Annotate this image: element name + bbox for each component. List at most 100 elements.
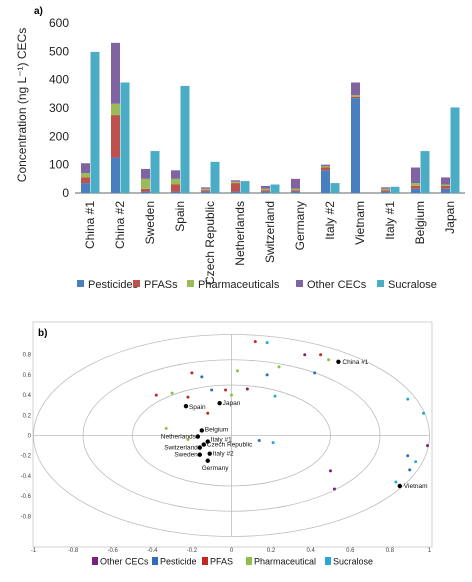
scatter-x-tick-label: -0.8: [68, 548, 79, 554]
bar-sucralose-netherlands: [240, 181, 250, 193]
scatter-y-tick-label: 0.2: [23, 413, 32, 419]
bar-pesticides-vietnam: [351, 98, 360, 193]
scatter-legend-swatch-pharmaceutical: [246, 557, 252, 565]
scatter-x-tick-label: -0.6: [108, 548, 119, 554]
variable-point-pharmaceutical: [235, 369, 239, 373]
variable-point-pesticide: [200, 375, 204, 379]
bar-pharmaceuticals-china-1: [81, 173, 90, 178]
scatter-x-tick-label: 0: [230, 548, 234, 554]
bar-pesticides-switzerland: [261, 191, 270, 193]
variable-point-sucralose: [271, 441, 275, 445]
variable-point-pfas: [253, 340, 257, 344]
scatter-x-tick-label: -0.2: [187, 548, 198, 554]
country-label-sweden: Sweden: [174, 452, 198, 459]
bar-pharmaceuticals-switzerland: [261, 188, 270, 191]
scatter-legend-label-other-cecs: Other CECs: [100, 557, 149, 567]
bar-x-tick-label-switzerland: Switzerland: [263, 201, 277, 263]
variable-point-pesticide: [265, 373, 269, 377]
country-label-china-1: China #1: [342, 359, 368, 366]
variable-point-pfas: [206, 411, 210, 415]
country-point-netherlands: [195, 434, 201, 439]
bar-x-tick-label-czech-republic: Czech Republic: [203, 201, 217, 285]
bar-pesticides-china-1: [81, 183, 90, 193]
legend-label-other-cecs: Other CECs: [307, 279, 367, 291]
variable-point-pfas: [224, 388, 228, 392]
bar-pfass-germany: [291, 190, 300, 192]
legend-swatch-other-cecs: [296, 280, 303, 287]
bar-pesticides-japan: [441, 188, 450, 193]
bar-pharmaceuticals-italy-2: [321, 166, 330, 168]
legend-label-pharmaceuticals: Pharmaceuticals: [198, 279, 280, 291]
variable-point-pesticide: [210, 388, 214, 392]
country-label-belgium: Belgium: [205, 426, 228, 433]
bar-y-tick-label: 500: [49, 44, 69, 58]
legend-label-pfass: PFASs: [144, 279, 178, 291]
bar-x-tick-labels: China #1 China #2 Sweden Spain Czech Republi…: [83, 201, 457, 285]
variable-point-pfas: [190, 371, 194, 375]
bar-y-tick-label: 400: [49, 73, 69, 87]
country-label-italy-2: Italy #2: [213, 451, 234, 458]
bar-x-tick-label-spain: Spain: [173, 201, 187, 232]
scatter-legend-swatch-pfas: [202, 557, 208, 565]
country-point-czech-republic: [201, 442, 206, 447]
bar-pesticides-belgium: [411, 188, 420, 193]
bar-pfass-netherlands: [231, 183, 240, 192]
bar-pharmaceuticals-vietnam: [351, 95, 360, 97]
bar-pfass-vietnam: [351, 96, 360, 99]
variable-point-pfas: [186, 395, 190, 399]
country-point-japan: [217, 400, 222, 406]
bar-y-axis-label: Concentration (ng L⁻¹) CECs: [15, 28, 29, 182]
country-label-spain: Spain: [189, 404, 206, 411]
bar-sucralose-italy-2: [330, 183, 340, 193]
bar-other-cecs-china-2: [111, 42, 120, 104]
variable-point-pesticide: [313, 371, 317, 375]
bar-x-tick-label-china-1: China #1: [83, 201, 97, 249]
legend-swatch-pharmaceuticals: [187, 280, 194, 287]
bar-other-cecs-switzerland: [261, 185, 270, 189]
country-label-switzerland: Switzerland: [164, 445, 198, 452]
legend-label-sucralose: Sucralose: [388, 279, 437, 291]
variable-point-pharmaceutical: [170, 391, 174, 395]
country-point-vietnam: [397, 483, 402, 489]
bar-sucralose-china-1: [90, 51, 100, 194]
bar-pharmaceuticals-belgium: [411, 183, 420, 186]
bar-y-tick-label: 0: [62, 186, 69, 200]
bar-pharmaceuticals-czech-republic: [201, 188, 210, 191]
scatter-y-tick-label: -0.2: [21, 454, 32, 460]
variable-point-pharmaceutical: [164, 426, 168, 430]
scatter-x-tick-label: 0.4: [307, 548, 316, 554]
bar-pharmaceuticals-sweden: [141, 178, 150, 189]
scatter-variable-points: [154, 340, 430, 491]
bar-other-cecs-germany: [291, 178, 300, 189]
bar-pharmaceuticals-china-2: [111, 103, 120, 116]
variable-point-sucralose: [422, 411, 426, 415]
legend-swatch-sucralose: [377, 280, 384, 287]
bar-y-tick-label: 600: [49, 16, 69, 30]
scatter-x-tick-label: 0.8: [386, 548, 395, 554]
bar-pfass-belgium: [411, 185, 420, 189]
bar-x-tick-label-italy-2: Italy #2: [323, 201, 337, 240]
bar-x-tick-label-sweden: Sweden: [143, 201, 157, 244]
country-label-netherlands: Netherlands: [161, 434, 197, 441]
scatter-y-tick-label: -0.8: [21, 514, 32, 520]
bar-pfass-china-1: [81, 177, 90, 184]
bar-pesticides-spain: [171, 191, 180, 193]
country-label-germany: Germany: [202, 465, 229, 472]
bar-pharmaceuticals-japan: [441, 184, 450, 186]
country-point-switzerland: [197, 445, 203, 450]
bar-pfass-italy-2: [321, 167, 330, 171]
scatter-legend-label-pfas: PFAS: [210, 557, 233, 567]
bar-other-cecs-spain: [171, 170, 180, 179]
scatter-background: [33, 334, 430, 537]
bar-pesticides-sweden: [141, 191, 150, 193]
scatter-y-tick-label: 0.8: [23, 353, 32, 359]
bar-pesticides-italy-1: [381, 191, 390, 193]
variable-point-sucralose: [273, 394, 277, 398]
scatter-x-tick-label: 0.2: [267, 548, 276, 554]
country-label-czech-republic: Czech Republic: [207, 442, 253, 449]
variable-point-other-cecs: [303, 353, 307, 357]
country-point-italy-2: [207, 451, 212, 456]
bar-other-cecs-netherlands: [231, 180, 240, 182]
variable-point-sucralose: [394, 480, 398, 484]
bar-x-tick-label-netherlands: Netherlands: [233, 201, 247, 266]
